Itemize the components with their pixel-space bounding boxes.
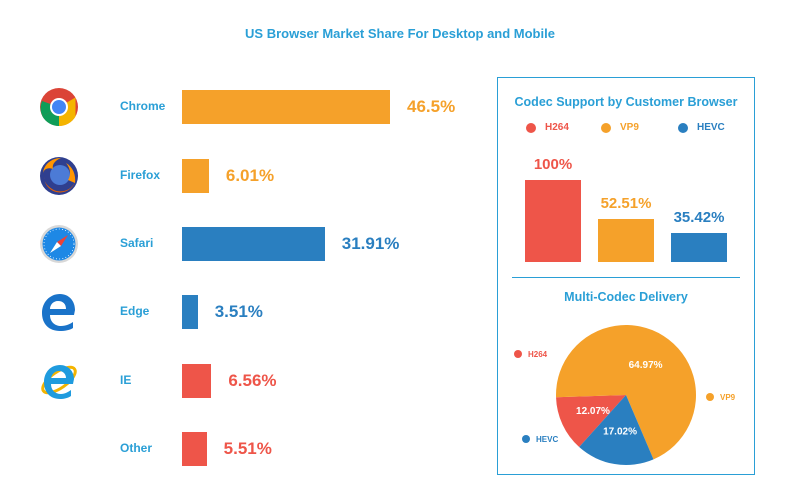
bar-other: [182, 432, 207, 466]
panel-divider: [512, 277, 740, 278]
codec-bar-value-h264: 100%: [533, 156, 573, 173]
codec-bar-value-vp9: 52.51%: [600, 194, 652, 212]
bar-value-chrome: 46.5%: [407, 97, 456, 116]
bar-value-ie: 6.56%: [228, 371, 277, 390]
chart-title: US Browser Market Share For Desktop and …: [245, 26, 555, 41]
bar-safari: [182, 227, 325, 261]
bar-value-safari: 31.91%: [341, 234, 400, 253]
bar-label-safari: Safari: [120, 236, 154, 250]
chrome-icon: [38, 86, 80, 128]
legend-item-hevc: HEVC: [678, 122, 725, 133]
pie-legend-dot-hevc: [522, 435, 530, 443]
edge-icon: [38, 291, 80, 333]
bar-label-firefox: Firefox: [120, 168, 161, 182]
codec-bar-h264: [525, 180, 581, 262]
bar-label-ie: IE: [120, 373, 132, 387]
legend-label-hevc: HEVC: [697, 122, 725, 133]
legend-item-vp9: VP9: [601, 122, 639, 133]
bar-label-chrome: Chrome: [120, 99, 166, 113]
pie-value-vp9: 64.97%: [629, 360, 663, 371]
legend-label-h264: H264: [545, 122, 569, 133]
bar-ie: [182, 364, 212, 398]
pie-legend-dot-h264: [514, 350, 522, 358]
pie-value-hevc: 17.02%: [603, 426, 637, 437]
codec-bar-hevc: [671, 232, 727, 262]
pie-legend-dot-vp9: [706, 393, 714, 401]
pie-slice-vp9: [556, 325, 696, 460]
safari-icon: [38, 223, 80, 265]
firefox-icon: [38, 155, 80, 197]
pie-legend-label-vp9: VP9: [720, 393, 736, 402]
codec-bar-vp9: [598, 218, 654, 262]
pie-slice-hevc: [579, 395, 654, 465]
pie-slice-h264: [556, 395, 626, 448]
multi-codec-title: Multi-Codec Delivery: [564, 290, 688, 304]
bar-edge: [182, 295, 198, 329]
bar-label-other: Other: [120, 441, 153, 455]
multi-codec-pie: 12.07% 64.97% 17.02% H264 VP9 HEVC: [514, 325, 736, 465]
codec-support-title: Codec Support by Customer Browser: [514, 95, 738, 109]
legend-dot-h264: [526, 122, 536, 133]
bar-value-firefox: 6.01%: [225, 166, 275, 185]
codec-bar-value-hevc: 35.42%: [673, 208, 725, 226]
bar-chrome: [182, 90, 390, 124]
legend-item-h264: H264: [526, 122, 569, 133]
legend-dot-hevc: [678, 122, 688, 133]
bar-firefox: [182, 159, 209, 193]
pie-legend-label-h264: H264: [528, 350, 548, 359]
codec-panel: Codec Support by Customer Browser H264 VP…: [497, 77, 755, 475]
ie-icon: [38, 360, 80, 402]
legend-label-vp9: VP9: [620, 122, 639, 133]
bar-label-edge: Edge: [120, 304, 150, 318]
legend-dot-vp9: [601, 122, 611, 133]
pie-value-h264: 12.07%: [576, 406, 610, 417]
bar-value-other: 5.51%: [223, 439, 272, 458]
bar-value-edge: 3.51%: [214, 302, 263, 321]
pie-legend-label-hevc: HEVC: [536, 435, 558, 444]
